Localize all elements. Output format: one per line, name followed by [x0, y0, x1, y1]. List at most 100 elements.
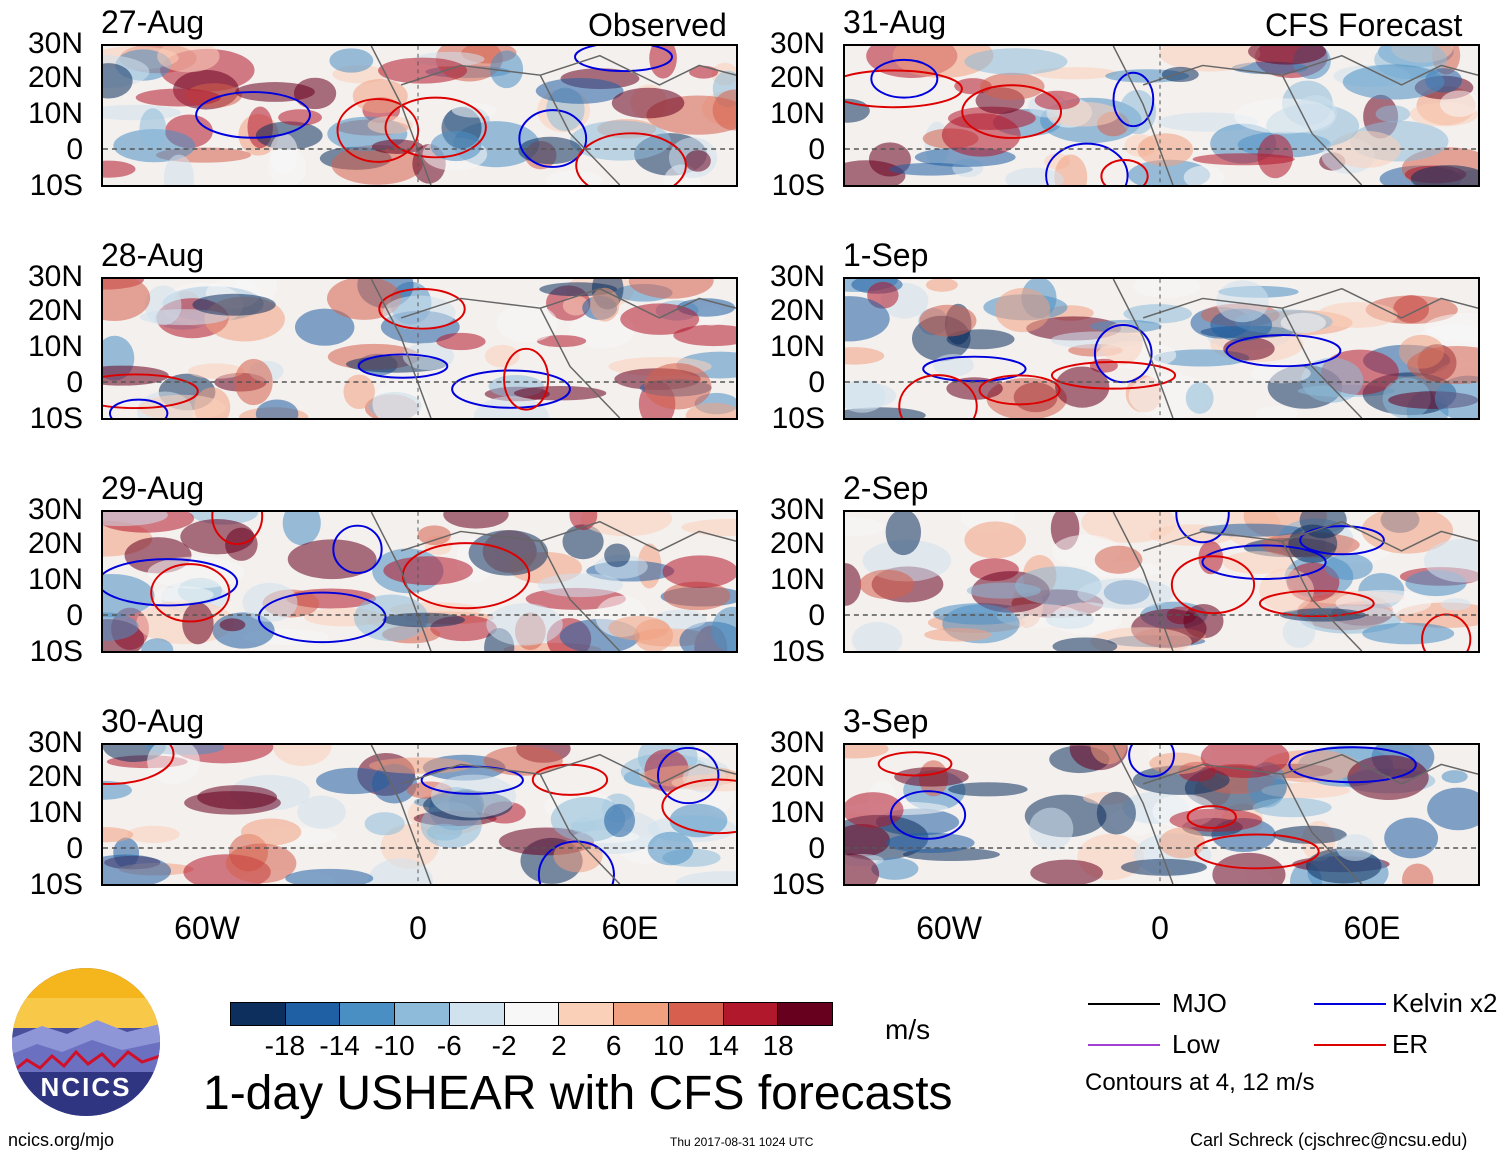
- shear-blob: [845, 745, 889, 759]
- shear-blob: [103, 512, 168, 527]
- shear-blob: [1362, 622, 1455, 645]
- colorbar-swatch: [778, 1003, 833, 1025]
- shear-blob: [685, 402, 736, 418]
- shear-blob: [1255, 406, 1299, 418]
- shear-blob: [103, 574, 155, 618]
- shear-blob: [103, 365, 169, 386]
- shear-blob: [1248, 46, 1327, 65]
- contour-line: [1100, 159, 1149, 185]
- shear-blob: [871, 857, 919, 880]
- contour-line: [870, 58, 939, 99]
- shear-blob: [297, 795, 346, 829]
- shear-blob: [1183, 165, 1224, 185]
- contour-line: [1194, 833, 1320, 870]
- panel-date-28-aug: 28-Aug: [101, 237, 205, 273]
- lat-label: 20N: [27, 294, 83, 327]
- contour-line: [378, 288, 466, 330]
- shear-blob: [885, 512, 922, 556]
- shear-blob: [1294, 95, 1338, 132]
- lat-label: 0: [66, 366, 83, 399]
- lat-label: 20N: [769, 527, 825, 560]
- shear-blob: [535, 77, 624, 104]
- shear-blob: [1424, 313, 1478, 342]
- shear-blob: [946, 377, 1003, 400]
- contour-line: [1201, 544, 1327, 580]
- shear-blob: [1046, 610, 1095, 629]
- shear-blob: [285, 868, 374, 884]
- contour-line: [257, 591, 387, 644]
- shear-blob: [1301, 357, 1364, 403]
- lon-label-60e-right: 60E: [1343, 910, 1401, 946]
- shear-blob: [684, 150, 711, 172]
- lat-label: 0: [808, 133, 825, 166]
- shear-blob: [1029, 807, 1074, 850]
- lat-label: 10N: [769, 97, 825, 130]
- shear-blob: [240, 818, 302, 846]
- shear-blob: [1439, 90, 1478, 117]
- contour-line: [103, 373, 199, 410]
- shear-blob: [671, 773, 736, 792]
- shear-blob: [127, 825, 180, 844]
- lat-label: 0: [66, 599, 83, 632]
- map-panel-28-aug: [101, 277, 738, 420]
- shear-blob: [1153, 349, 1250, 367]
- lat-label: 10N: [27, 97, 83, 130]
- shear-blob: [417, 525, 452, 546]
- shear-blob: [1427, 787, 1478, 831]
- shear-blob: [845, 347, 885, 365]
- shear-blob: [673, 324, 736, 347]
- shear-blob: [294, 308, 355, 346]
- lat-label: 30N: [769, 27, 825, 60]
- shear-blob: [1137, 133, 1194, 167]
- shear-blob: [378, 57, 468, 84]
- shear-blob: [484, 344, 520, 368]
- colorbar-swatch: [285, 1003, 341, 1025]
- shear-blob: [103, 827, 134, 843]
- shear-blob: [537, 573, 623, 598]
- shear-blob: [711, 606, 736, 651]
- map-panel-30-aug: [101, 743, 738, 886]
- contour-note: Contours at 4, 12 m/s: [1085, 1069, 1315, 1096]
- coastline: [1112, 279, 1478, 418]
- colorbar-swatch: [723, 1003, 779, 1025]
- legend-mjo: MJO: [1172, 988, 1227, 1018]
- shear-blob: [919, 304, 977, 337]
- legend-line-kelvin: [1314, 1003, 1386, 1005]
- shear-blob: [1280, 312, 1326, 333]
- panel-date-30-aug: 30-Aug: [101, 703, 205, 739]
- shear-blob: [569, 120, 671, 161]
- map-panel-2-sep: [843, 510, 1480, 653]
- contour-line: [574, 46, 673, 73]
- shear-blob: [892, 46, 994, 78]
- shear-blob: [966, 582, 1041, 599]
- coastline: [370, 512, 736, 651]
- lat-label: 20N: [27, 61, 83, 94]
- shear-blob: [1272, 825, 1347, 844]
- shear-blob: [620, 303, 700, 335]
- shear-blob: [430, 130, 482, 162]
- contour-line: [1225, 334, 1342, 368]
- shear-blob: [1282, 616, 1316, 648]
- shear-blob: [468, 530, 549, 576]
- shear-blob: [946, 329, 1015, 350]
- footer-left[interactable]: ncics.org/mjo: [8, 1130, 115, 1150]
- shear-blob: [604, 543, 631, 568]
- shear-blob: [372, 381, 430, 418]
- contour-line: [518, 109, 588, 168]
- shear-blob: [1252, 797, 1332, 818]
- lat-label: 30N: [27, 27, 83, 60]
- contour-line: [1170, 555, 1256, 615]
- shear-blob: [568, 312, 636, 349]
- shear-blob: [994, 288, 1051, 333]
- shear-blob: [964, 48, 1068, 75]
- shear-blob: [886, 832, 975, 853]
- shear-blob: [139, 108, 167, 149]
- shear-blob: [382, 612, 466, 628]
- shear-blob: [364, 812, 405, 836]
- contour-line: [1288, 746, 1417, 784]
- shear-blob: [103, 160, 136, 178]
- footer-center: Thu 2017-08-31 1024 UTC: [670, 1135, 814, 1149]
- shear-blob: [219, 618, 246, 632]
- shear-blob: [1161, 66, 1199, 83]
- shear-blob: [518, 136, 582, 165]
